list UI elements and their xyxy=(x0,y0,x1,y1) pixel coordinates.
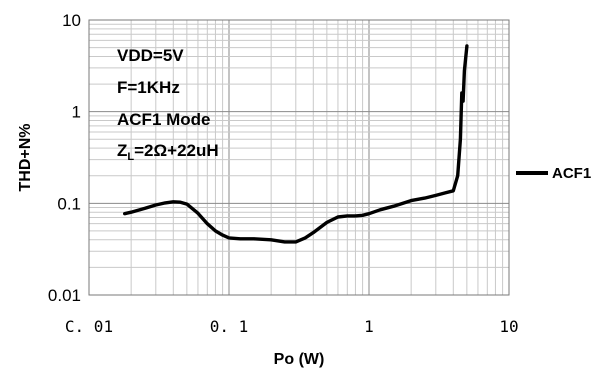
y-tick-label: 0.1 xyxy=(57,194,81,213)
x-axis-title: Po (W) xyxy=(274,351,325,368)
y-tick-label: 1 xyxy=(72,103,81,122)
y-axis-title: THD+N% xyxy=(17,123,34,191)
x-tick-label: 10 xyxy=(499,317,518,336)
series xyxy=(122,44,469,244)
y-tick-label: 0.01 xyxy=(48,286,81,305)
grid xyxy=(88,20,509,296)
x-tick-label: C. 01 xyxy=(65,317,113,336)
annotation-load-impedance-subscript: L xyxy=(127,151,134,163)
x-tick-label: 1 xyxy=(364,317,374,336)
annotation-load-impedance-value: =2Ω+22uH xyxy=(134,141,219,160)
legend-label-acf1: ACF1 xyxy=(552,165,591,182)
tick-labels: 0.01 0.1 1 10 C. 01 0. 1 1 10 xyxy=(48,11,519,336)
y-tick-label: 10 xyxy=(62,11,81,30)
annotation-frequency: F=1KHz xyxy=(117,78,180,97)
plot-area-frame xyxy=(88,19,510,296)
annotation-load-impedance: ZL=2Ω+22uH xyxy=(117,141,219,163)
series-line-acf1 xyxy=(122,44,469,244)
annotation-load-impedance-base: Z xyxy=(117,141,127,160)
legend: ACF1 xyxy=(516,165,591,182)
x-tick-label: 0. 1 xyxy=(210,317,249,336)
annotations: VDD=5V F=1KHz ACF1 Mode ZL=2Ω+22uH xyxy=(117,46,219,163)
annotation-vdd: VDD=5V xyxy=(117,46,184,65)
annotation-mode: ACF1 Mode xyxy=(117,110,211,129)
